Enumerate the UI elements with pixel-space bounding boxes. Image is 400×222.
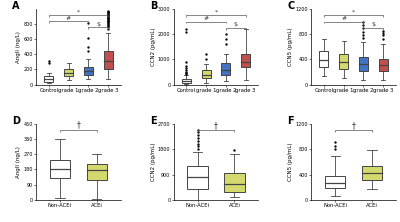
Y-axis label: AngII (ng/L): AngII (ng/L) [16,31,21,63]
Bar [187,166,208,189]
Text: *: * [214,10,218,15]
Text: #: # [204,16,209,21]
Bar [202,70,210,78]
Text: †: † [214,121,218,130]
Bar [50,160,70,178]
Text: F: F [287,117,294,127]
Text: C: C [287,1,294,11]
Bar [241,54,250,67]
Text: #: # [341,16,346,21]
Y-axis label: CCN2 (pg/mL): CCN2 (pg/mL) [151,143,156,181]
Text: †: † [76,121,80,130]
Bar [222,63,230,75]
Bar [362,166,382,180]
Text: #: # [66,16,71,21]
Bar [182,79,191,83]
Text: †: † [352,121,356,130]
Bar [224,173,245,192]
Y-axis label: CCN5 (pg/mL): CCN5 (pg/mL) [288,143,293,181]
Text: D: D [12,117,20,127]
Y-axis label: AngII (ng/L): AngII (ng/L) [16,146,21,178]
Text: $: $ [234,22,238,28]
Text: $: $ [371,22,375,28]
Bar [44,76,53,82]
Text: A: A [12,1,20,11]
Y-axis label: CCN2 (pg/mL): CCN2 (pg/mL) [151,28,156,66]
Text: $: $ [96,22,100,27]
Text: B: B [150,1,157,11]
Bar [359,57,368,71]
Bar [84,67,93,75]
Bar [87,164,107,180]
Bar [104,51,112,69]
Text: E: E [150,117,156,127]
Text: *: * [352,10,355,15]
Bar [64,69,73,76]
Bar [339,54,348,69]
Bar [320,51,328,67]
Y-axis label: CCN5 (pg/mL): CCN5 (pg/mL) [288,28,293,66]
Bar [379,59,388,71]
Bar [325,176,345,188]
Text: *: * [77,10,80,15]
